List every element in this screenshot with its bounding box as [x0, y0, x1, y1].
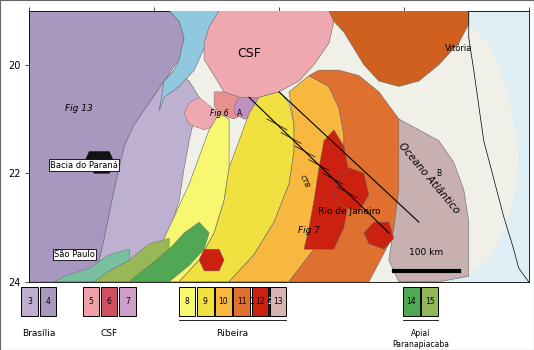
Text: Brasília: Brasília: [22, 329, 56, 338]
Polygon shape: [159, 10, 219, 111]
Polygon shape: [234, 97, 269, 119]
Text: 11: 11: [237, 297, 246, 306]
Polygon shape: [214, 92, 249, 119]
FancyBboxPatch shape: [119, 287, 136, 316]
Text: B: B: [436, 169, 441, 178]
Polygon shape: [389, 119, 469, 282]
Text: 2: 2: [267, 297, 272, 306]
Text: 5: 5: [89, 297, 93, 306]
FancyBboxPatch shape: [261, 287, 278, 316]
Text: 6: 6: [107, 297, 112, 306]
Text: A: A: [237, 109, 242, 118]
Text: 15: 15: [425, 297, 435, 306]
Text: 14: 14: [406, 297, 417, 306]
Polygon shape: [229, 76, 344, 282]
Text: Fig 7: Fig 7: [298, 226, 320, 235]
Polygon shape: [179, 92, 294, 282]
Text: 7: 7: [125, 297, 130, 306]
FancyBboxPatch shape: [233, 287, 250, 316]
Text: Oceano Atlântico: Oceano Atlântico: [396, 141, 461, 216]
Text: 9: 9: [203, 297, 208, 306]
FancyBboxPatch shape: [40, 287, 56, 316]
FancyBboxPatch shape: [403, 287, 420, 316]
FancyBboxPatch shape: [179, 287, 195, 316]
Polygon shape: [289, 70, 409, 282]
Polygon shape: [199, 249, 224, 271]
Polygon shape: [364, 222, 394, 249]
Polygon shape: [29, 10, 184, 282]
Polygon shape: [204, 10, 334, 97]
Text: Ribeira: Ribeira: [216, 329, 249, 338]
FancyBboxPatch shape: [243, 287, 260, 316]
Text: Bacia do Paraná: Bacia do Paraná: [50, 161, 118, 170]
Polygon shape: [329, 10, 469, 86]
Polygon shape: [184, 97, 219, 130]
Text: São Paulo: São Paulo: [54, 250, 95, 259]
Text: 8: 8: [185, 297, 190, 306]
Text: Fig 13: Fig 13: [66, 104, 93, 113]
Text: 3: 3: [27, 297, 32, 306]
Polygon shape: [119, 222, 209, 282]
Text: CSF: CSF: [237, 47, 261, 61]
Text: 1: 1: [249, 297, 254, 306]
FancyBboxPatch shape: [197, 287, 214, 316]
FancyBboxPatch shape: [101, 287, 117, 316]
Text: CTB: CTB: [299, 174, 310, 189]
Text: Vitória: Vitória: [445, 44, 473, 53]
Text: 12: 12: [255, 297, 264, 306]
Text: 10: 10: [218, 297, 229, 306]
FancyBboxPatch shape: [21, 287, 38, 316]
Polygon shape: [334, 168, 369, 211]
FancyBboxPatch shape: [252, 287, 268, 316]
FancyBboxPatch shape: [421, 287, 438, 316]
Polygon shape: [95, 70, 199, 282]
Text: Fig 6: Fig 6: [210, 109, 229, 118]
Polygon shape: [54, 249, 129, 282]
Text: CSF: CSF: [100, 329, 118, 338]
FancyBboxPatch shape: [83, 287, 99, 316]
Polygon shape: [134, 113, 229, 282]
FancyBboxPatch shape: [270, 287, 286, 316]
Text: 13: 13: [273, 297, 283, 306]
Polygon shape: [84, 152, 114, 173]
FancyBboxPatch shape: [215, 287, 232, 316]
Text: 100 km: 100 km: [409, 248, 443, 257]
Text: Rio de Janeiro: Rio de Janeiro: [318, 207, 380, 216]
Polygon shape: [89, 238, 169, 282]
Text: 2: 2: [267, 297, 272, 306]
Text: 4: 4: [45, 297, 50, 306]
Polygon shape: [29, 10, 519, 282]
Polygon shape: [304, 130, 349, 249]
Text: Apiaí
Paranapiacaba: Apiaí Paranapiacaba: [392, 329, 449, 349]
